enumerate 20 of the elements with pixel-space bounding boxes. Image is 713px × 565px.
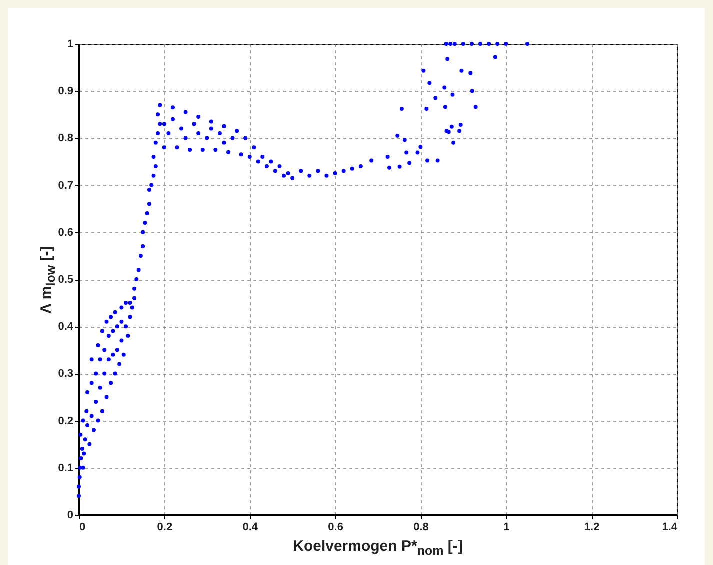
- y-tick-label: 0.8: [58, 132, 74, 145]
- x-tick-label: 1.2: [584, 522, 600, 534]
- y-tick-label: 0.4: [58, 321, 74, 334]
- y-tick-label: 0.5: [58, 274, 74, 286]
- x-tick-label: 1.4: [662, 522, 678, 534]
- x-tick-label: 0.6: [328, 522, 344, 534]
- y-tick-label: 0.1: [58, 462, 74, 474]
- y-tick-label: 0: [67, 510, 74, 522]
- x-tick-label: 0: [80, 522, 86, 534]
- y-tick-label: 1: [67, 38, 74, 50]
- x-tick-label: 0.2: [157, 522, 173, 534]
- x-tick-label: 0.4: [242, 522, 259, 534]
- x-axis-title: Koelvermogen P*$_{nom}$ [-]: [293, 538, 463, 558]
- y-tick-label: 0.2: [58, 415, 74, 428]
- y-tick-label: 0.7: [58, 180, 74, 192]
- y-tick-label: 0.6: [58, 226, 74, 239]
- x-tick-label: 1: [504, 522, 510, 534]
- x-tick-label: 0.8: [414, 522, 429, 534]
- y-tick-label: 0.3: [58, 368, 74, 380]
- y-tick-label: 0.9: [58, 86, 74, 98]
